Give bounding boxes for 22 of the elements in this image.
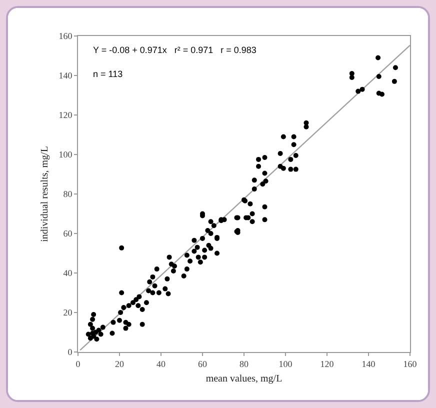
annotation: n = 113	[93, 69, 123, 79]
y-tick-label: 140	[58, 70, 73, 81]
y-tick-label: 40	[63, 268, 73, 278]
y-tick-label: 60	[63, 228, 73, 239]
x-tick-label: 100	[278, 358, 293, 369]
x-tick-label: 80	[240, 358, 249, 369]
x-tick-label: 120	[320, 358, 334, 369]
annotation: Y = -0.08 + 0.971x r² = 0.971 r = 0.983	[93, 45, 256, 55]
y-tick-label: 20	[63, 308, 73, 318]
x-tick-label: 160	[403, 358, 418, 369]
x-tick-label: 20	[115, 358, 124, 369]
x-tick-label: 140	[362, 358, 376, 369]
x-tick-label: 40	[156, 358, 166, 369]
x-tick-label: 60	[198, 358, 208, 369]
y-tick-label: 100	[58, 150, 73, 160]
y-tick-label: 80	[63, 189, 73, 200]
y-axis-title: individual results, mg/L	[40, 146, 51, 242]
y-tick-label: 0	[68, 347, 73, 358]
y-tick-label: 120	[58, 110, 73, 120]
x-tick-label: 0	[76, 358, 81, 369]
x-axis-title: mean values, mg/L	[206, 373, 282, 384]
y-tick-label: 160	[58, 31, 73, 42]
